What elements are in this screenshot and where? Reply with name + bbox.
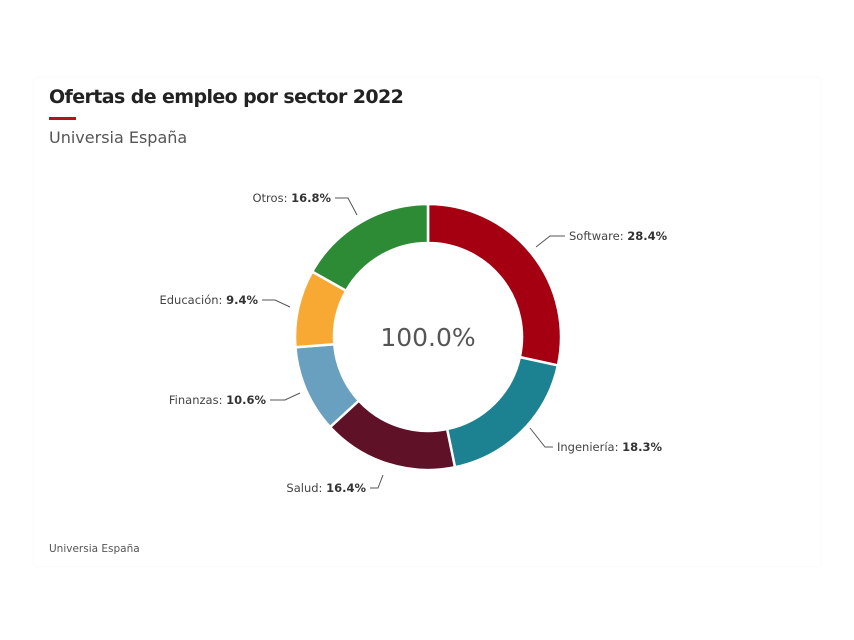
slice-ingeniería <box>445 355 560 469</box>
data-label-otros: Otros: 16.8% <box>253 191 332 205</box>
data-label-salud: Salud: 16.4% <box>286 481 366 495</box>
data-label-ingeniería: Ingeniería: 18.3% <box>557 440 662 454</box>
slice-otros <box>310 202 430 293</box>
leader-line-otros <box>335 197 358 216</box>
title-accent-bar <box>49 117 76 120</box>
data-label-finanzas: Finanzas: 10.6% <box>169 393 267 407</box>
chart-subtitle: Universia España <box>49 128 188 147</box>
center-total-label: 100.0% <box>380 323 475 352</box>
data-label-educación: Educación: 9.4% <box>159 293 258 307</box>
leader-line-educación <box>262 299 291 308</box>
source-footer: Universia España <box>49 543 140 555</box>
leader-line-software <box>535 235 565 248</box>
chart-title: Ofertas de empleo por sector 2022 <box>49 86 404 108</box>
data-label-software: Software: 28.4% <box>569 229 668 243</box>
chart-card <box>34 78 820 566</box>
leader-line-salud <box>370 474 384 489</box>
leader-line-finanzas <box>270 392 301 401</box>
leader-line-ingeniería <box>529 427 553 448</box>
